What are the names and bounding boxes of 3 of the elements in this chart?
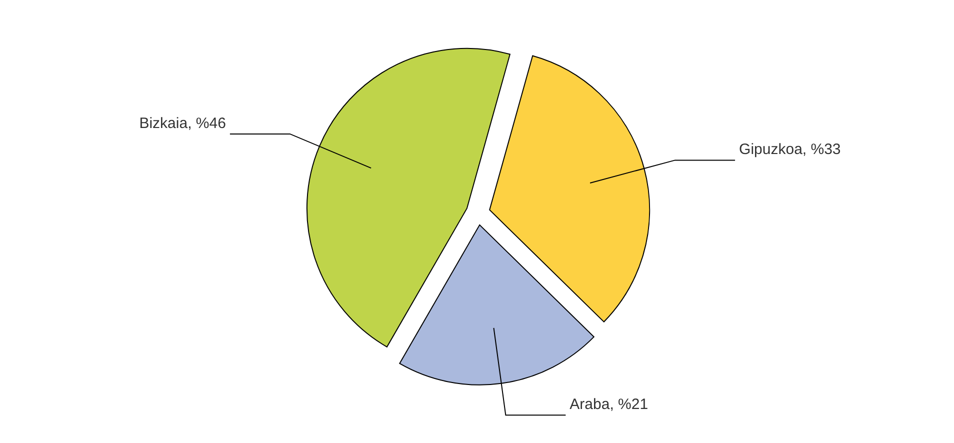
- slice-label: Araba, %21: [570, 396, 648, 414]
- slice-label: Bizkaia, %46: [139, 114, 226, 132]
- slice-label: Gipuzkoa, %33: [739, 141, 841, 158]
